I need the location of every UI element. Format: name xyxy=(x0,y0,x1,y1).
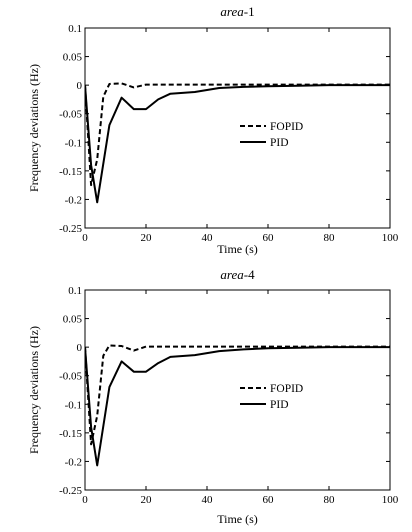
legend-label-pid: PID xyxy=(270,137,289,149)
x-tick-label: 100 xyxy=(382,232,399,244)
y-tick-label: -0.2 xyxy=(65,194,82,206)
x-tick-label: 0 xyxy=(82,232,88,244)
series-line-pid xyxy=(85,84,390,204)
series-line-fopid xyxy=(85,82,390,187)
legend-box xyxy=(234,116,320,152)
y-axis-label: Frequency deviations (Hz) xyxy=(27,64,41,192)
x-tick-label: 20 xyxy=(141,232,153,244)
chart-title-suffix: -4 xyxy=(244,267,255,282)
plot-frame xyxy=(84,289,391,491)
x-tick-label: 20 xyxy=(141,494,153,506)
chart-title-suffix: -1 xyxy=(244,4,255,19)
y-tick-label: 0.1 xyxy=(68,285,82,297)
y-tick-label: -0.05 xyxy=(59,371,82,383)
chart-panel-1: area-1 0 20 40 60 80 100 0.1 0.05 0 -0.05 -0.1 -0.15… xyxy=(27,4,399,256)
y-tick-label: -0.05 xyxy=(59,109,82,121)
x-tick-label: 60 xyxy=(263,232,275,244)
chart-title-italic: area xyxy=(220,267,244,282)
y-tick-label: 0 xyxy=(77,342,83,354)
chart-title: area-4 xyxy=(220,267,255,282)
y-tick-label: 0 xyxy=(77,80,83,92)
x-tick-label: 80 xyxy=(324,494,336,506)
y-tick-label: 0.05 xyxy=(63,52,83,64)
x-tick-label: 40 xyxy=(202,494,214,506)
y-tick-label: -0.25 xyxy=(59,485,82,497)
series-line-pid xyxy=(85,346,390,467)
y-tick-label: -0.15 xyxy=(59,166,82,178)
legend: FOPID PID xyxy=(234,116,320,152)
y-tick-label: -0.15 xyxy=(59,428,82,440)
y-tick-label: 0.05 xyxy=(63,314,83,326)
chart-title-italic: area xyxy=(220,4,244,19)
x-axis-label: Time (s) xyxy=(217,242,258,256)
series-line-fopid xyxy=(85,344,390,446)
y-axis-label: Frequency deviations (Hz) xyxy=(27,326,41,454)
y-tick-label: -0.1 xyxy=(65,137,82,149)
legend-label-fopid: FOPID xyxy=(270,121,303,133)
chart-panel-2: area-4 0 20 40 60 80 100 0.1 0.05 0 -0.05 -0.1 -0.15… xyxy=(27,267,399,526)
x-tick-label: 80 xyxy=(324,232,336,244)
x-axis-label: Time (s) xyxy=(217,512,258,526)
legend: FOPID PID xyxy=(234,378,320,414)
x-tick-label: 40 xyxy=(202,232,214,244)
y-tick-label: -0.25 xyxy=(59,223,82,235)
legend-box xyxy=(234,378,320,414)
y-tick-label: -0.1 xyxy=(65,399,82,411)
legend-label-pid: PID xyxy=(270,399,289,411)
y-tick-label: -0.2 xyxy=(65,456,82,468)
legend-label-fopid: FOPID xyxy=(270,383,303,395)
chart-title: area-1 xyxy=(220,4,254,19)
plot-frame xyxy=(84,27,391,229)
x-tick-label: 60 xyxy=(263,494,275,506)
y-tick-label: 0.1 xyxy=(68,23,82,35)
x-tick-label: 100 xyxy=(382,494,399,506)
x-tick-label: 0 xyxy=(82,494,88,506)
